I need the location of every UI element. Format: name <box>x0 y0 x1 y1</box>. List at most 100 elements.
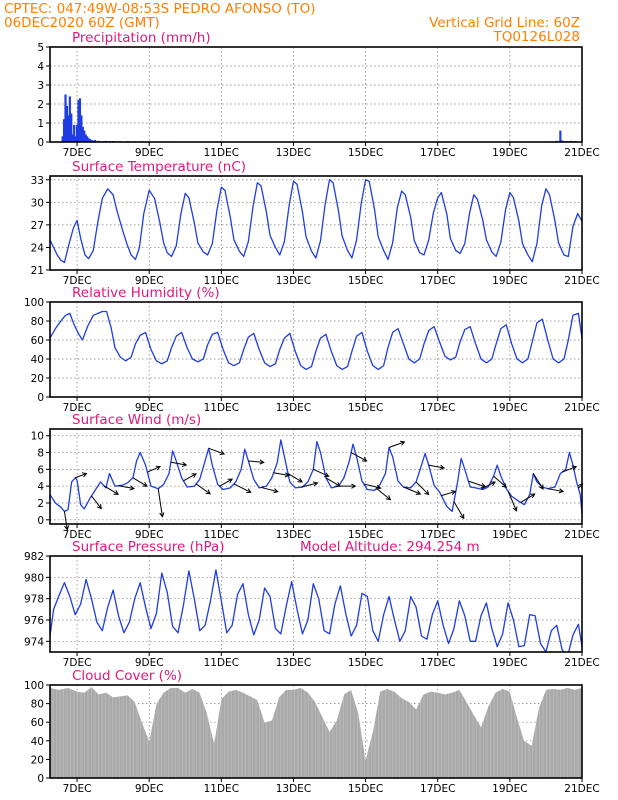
wind-arrow-head <box>571 465 578 471</box>
pressure-annotation: Model Altitude: 294.254 m <box>300 539 480 555</box>
precip-xtick-label: 17DEC <box>420 147 455 159</box>
precip-bar <box>62 119 66 142</box>
precip-bar <box>87 138 90 142</box>
wind-arrow-shaft <box>480 481 496 490</box>
wind-arrow-shaft <box>468 480 486 488</box>
precip-bar <box>86 136 89 142</box>
wind-arrow-head <box>450 490 457 495</box>
cloud-ytick-label: 0 <box>37 773 44 785</box>
wind-arrow-shaft <box>415 481 430 495</box>
rh-xtick-label: 11DEC <box>204 402 239 414</box>
temp-plot <box>50 179 582 264</box>
rh-xtick-label: 15DEC <box>348 402 383 414</box>
wind-arrow-head <box>191 473 197 478</box>
wind-xtick-label: 11DEC <box>204 529 239 541</box>
wind-title: Surface Wind (m/s) <box>72 412 201 428</box>
wind-xtick-label: 19DEC <box>492 529 527 541</box>
temp-series-line <box>50 179 582 264</box>
precip-bar <box>68 96 71 142</box>
wind-arrow-shaft <box>233 483 251 493</box>
wind-ytick-label: 4 <box>37 481 44 493</box>
precip-bar <box>83 130 86 142</box>
wind-arrow-shaft <box>183 473 197 482</box>
wind-arrow-head <box>415 490 422 495</box>
precip-xtick-label: 19DEC <box>492 147 527 159</box>
precip-bar <box>88 139 92 142</box>
wind-arrow-head <box>155 465 161 471</box>
cloud-plot <box>50 685 582 778</box>
precip-bar <box>77 100 80 142</box>
wind-arrow-head <box>439 464 446 470</box>
wind-arrow-head <box>324 472 330 478</box>
precip-ytick-label: 4 <box>37 61 44 73</box>
pressure-title: Surface Pressure (hPa) <box>72 539 225 555</box>
wind-arrow-head <box>558 488 565 494</box>
precip-bar <box>80 115 83 142</box>
precip-xtick-label: 9DEC <box>135 147 164 159</box>
pressure-ytick-label: 974 <box>24 636 44 648</box>
cloud-panel: Cloud Cover (%) 7DEC 9DEC 11DEC 13DEC 15DEC 17… <box>24 668 600 795</box>
wind-arrow-head <box>205 489 211 495</box>
precip-xtick-label: 21DEC <box>564 147 599 159</box>
wind-arrow-shaft <box>157 488 163 517</box>
wind-series-line <box>50 439 582 514</box>
rh-xtick-label: 9DEC <box>135 402 164 414</box>
wind-plot <box>50 439 582 514</box>
cloud-xtick-label: 21DEC <box>564 783 599 795</box>
cloud-ytick-label: 80 <box>31 699 44 711</box>
wind-arrow-shaft <box>103 485 119 495</box>
wind-arrow-head <box>312 481 319 487</box>
wind-arrow-shaft <box>388 441 405 448</box>
cloud-xtick-label: 19DEC <box>492 783 527 795</box>
temp-xtick-label: 19DEC <box>492 275 527 287</box>
precip-ytick-label: 3 <box>37 80 44 92</box>
wind-arrow-shaft <box>507 491 517 512</box>
wind-arrow-head <box>259 459 265 465</box>
precip-ytick-label: 2 <box>37 99 44 111</box>
cloud-xtick-label: 13DEC <box>276 783 311 795</box>
precip-xtick-label: 15DEC <box>348 147 383 159</box>
wind-arrow-shaft <box>453 501 465 519</box>
wind-arrow-shaft <box>219 478 233 487</box>
temp-ytick-label: 24 <box>31 242 45 254</box>
header-date: 06DEC2020 60Z (GMT) <box>4 15 160 31</box>
wind-arrow-head <box>399 440 406 446</box>
temp-panel: Surface Temperature (nC) 7DEC 9DEC 11DEC 13D… <box>31 159 600 287</box>
wind-panel: Surface Wind (m/s) 7DEC 9DEC 11DEC 13DEC 15DE… <box>31 412 600 541</box>
cloud-ytick-label: 20 <box>31 754 44 766</box>
wind-arrow-head <box>538 484 544 490</box>
precip-bar <box>71 134 74 142</box>
rh-ytick-label: 60 <box>31 335 44 347</box>
pressure-ytick-label: 980 <box>24 572 44 584</box>
precip-bar <box>90 140 93 142</box>
pressure-ytick-label: 976 <box>24 615 44 627</box>
precip-ytick-label: 1 <box>37 118 44 130</box>
precip-title: Precipitation (mm/h) <box>72 30 211 46</box>
cloud-xtick-label: 9DEC <box>135 783 164 795</box>
wind-arrow-shaft <box>300 482 318 488</box>
wind-arrow-head <box>181 461 188 467</box>
wind-arrow-head <box>219 450 226 456</box>
temp-xtick-label: 11DEC <box>204 275 239 287</box>
cloud-ytick-label: 100 <box>24 680 44 692</box>
wind-xtick-label: 13DEC <box>276 529 311 541</box>
rh-title: Relative Humidity (%) <box>72 285 220 301</box>
precip-xtick-label: 7DEC <box>63 147 92 159</box>
rh-xtick-label: 17DEC <box>420 402 455 414</box>
wind-arrow-shaft <box>376 488 391 501</box>
cloud-ytick-label: 60 <box>31 717 44 729</box>
wind-arrow-head <box>512 506 518 512</box>
precip-bar <box>65 105 69 142</box>
temp-xtick-label: 21DEC <box>564 275 599 287</box>
rh-ytick-label: 40 <box>31 354 44 366</box>
wind-arrow-shaft <box>441 490 456 497</box>
wind-arrow-shaft <box>520 493 535 503</box>
rh-ytick-label: 80 <box>31 316 44 328</box>
pressure-series-line <box>50 569 582 652</box>
rh-xtick-label: 13DEC <box>276 402 311 414</box>
precip-ytick-label: 0 <box>37 137 44 149</box>
wind-xtick-label: 15DEC <box>348 529 383 541</box>
rh-frame <box>49 301 583 398</box>
precip-bar <box>78 98 82 142</box>
